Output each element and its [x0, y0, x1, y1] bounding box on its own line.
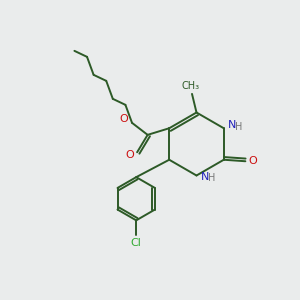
Text: H: H	[235, 122, 242, 132]
Text: N: N	[200, 172, 209, 182]
Text: H: H	[208, 173, 215, 184]
Text: N: N	[228, 120, 236, 130]
Text: CH₃: CH₃	[182, 81, 200, 91]
Text: O: O	[248, 156, 257, 166]
Text: Cl: Cl	[131, 238, 142, 248]
Text: O: O	[125, 150, 134, 160]
Text: O: O	[119, 114, 128, 124]
